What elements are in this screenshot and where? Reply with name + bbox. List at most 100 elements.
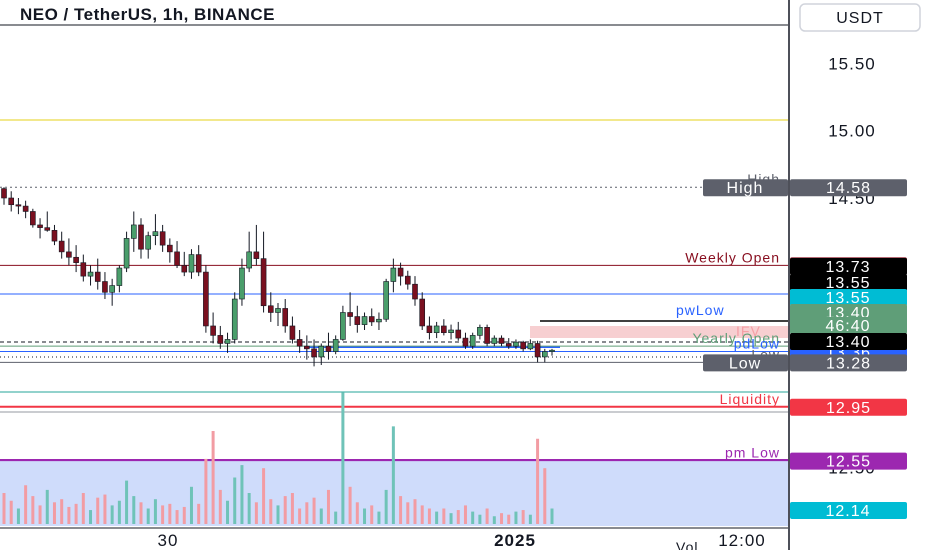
candle-body [412,283,418,300]
stacked-price-badge [790,274,907,291]
volume-bar [161,505,165,524]
volume-bar [290,493,294,524]
volume-bar [247,493,251,524]
stacked-price-badge [790,502,907,519]
candle-body [397,267,404,277]
candle-body [239,267,245,300]
level-name-badge-text: High [727,180,764,197]
overlay-label-ifv: IFV [736,323,761,339]
volume-bar [16,508,20,524]
currency-button-frame[interactable] [799,3,921,32]
volume-bar [276,505,280,524]
level-label: Yearly Open [692,330,780,346]
volume-bar [31,496,35,524]
level-name-badge [703,354,788,372]
volume-bar [485,508,489,524]
volume-bar [420,505,424,524]
candle-body [419,298,426,327]
volume-bar [139,502,143,524]
volume-bar [254,502,258,524]
candle-body [260,258,267,307]
volume-bar [312,497,316,524]
candle-body [534,343,541,358]
stacked-price-badge-text: 13.73 [825,259,870,276]
candle-body [390,267,397,282]
stacked-price-badge [790,333,907,350]
level-price-badge-text: 12.55 [826,454,871,471]
candle-body [318,345,325,358]
volume-bar [427,508,431,524]
candle-body [541,351,548,358]
volume-label: Vol [676,539,698,550]
candle-body [188,254,195,273]
candle-body [332,339,339,352]
volume-bar [182,506,186,524]
candle-body [73,256,79,263]
volume-bar [96,497,100,524]
candle-body [513,341,519,347]
stacked-price-badge-text: 13.55 [825,290,870,307]
level-price-badge-text: 13.28 [826,355,871,372]
candle-body [130,224,137,239]
candle-body [289,325,296,340]
candle-body [441,325,447,333]
volume-bar [550,508,554,524]
candle-body [22,205,29,212]
candle-body [217,335,224,344]
candle-body [404,275,411,285]
candle-body [167,244,173,253]
level-price-badge-text: 14.58 [826,180,871,197]
candle-body [267,305,274,313]
candle-body [94,271,101,282]
candle-body [145,235,152,250]
stacked-price-badge-text: 13.55 [825,275,870,292]
level-label: Weekly Open [685,249,780,265]
candle-body [354,316,361,325]
volume-bar [449,513,453,524]
volume-bar [89,510,93,524]
volume-bar [384,489,388,524]
volume-bar [103,494,107,524]
candle-body [325,345,332,352]
volume-bar [81,493,85,524]
volume-bar [399,496,403,524]
volume-bar [9,500,13,524]
volume-bar [543,468,547,524]
volume-bar [348,486,352,524]
volume-bar [211,431,215,524]
candle-body [455,329,462,339]
volume-bar [536,438,540,524]
level-label: pm Low [725,445,780,461]
stacked-price-badge-text: 12.14 [825,503,870,520]
level-label: Liquidity [720,391,780,407]
time-axis[interactable]: 30 2025 12:00 [158,531,766,550]
volume-bar [305,502,309,524]
currency-button-label[interactable]: USDT [836,10,884,27]
volume-bar [153,499,157,524]
volume-bar [413,499,417,524]
stacked-price-badge-text: 13.40 [825,334,870,351]
candle-body [210,325,216,336]
volume-bar [226,500,230,524]
candle-body [304,345,310,350]
candle-body [282,308,289,327]
stacked-price-badge [790,258,907,275]
volume-bar [355,502,359,524]
candle-body [477,327,483,336]
volume-bar [60,499,64,524]
volume-bar [38,505,42,524]
volume-bar [204,458,208,524]
candle-body [275,308,281,313]
volume-bar [326,489,330,524]
candle-body [527,343,534,350]
volume-bar [341,392,345,524]
volume-bar [471,511,475,524]
volume-bar [435,511,439,524]
ifv-zone [530,326,788,338]
currency-button[interactable]: USDT [799,3,921,32]
x-tick-label: 12:00 [718,531,766,550]
volume-bar [492,516,496,524]
x-tick-label: 30 [158,531,179,550]
